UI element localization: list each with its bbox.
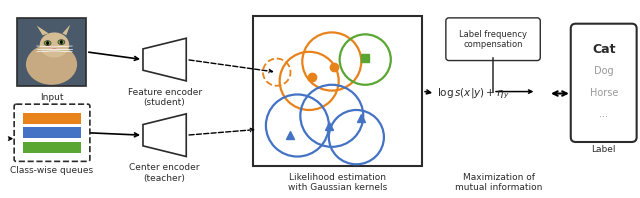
Ellipse shape <box>26 44 77 85</box>
FancyBboxPatch shape <box>571 24 637 142</box>
Text: Feature encoder
(student): Feature encoder (student) <box>127 88 202 107</box>
Text: Likelihood estimation
with Gaussian kernels: Likelihood estimation with Gaussian kern… <box>288 173 387 192</box>
Bar <box>23 142 81 153</box>
Bar <box>23 113 81 124</box>
Text: $\log s(x|y) + \eta_y$: $\log s(x|y) + \eta_y$ <box>437 86 509 101</box>
Ellipse shape <box>40 32 69 58</box>
Text: Label frequency
compensation: Label frequency compensation <box>459 30 527 49</box>
FancyBboxPatch shape <box>14 104 90 161</box>
Text: Horse: Horse <box>589 88 618 98</box>
Text: Label: Label <box>591 145 616 154</box>
Ellipse shape <box>44 41 51 46</box>
Text: Class-wise queues: Class-wise queues <box>10 166 93 175</box>
Text: ...: ... <box>599 109 608 119</box>
Text: Dog: Dog <box>594 66 614 76</box>
Bar <box>17 18 86 86</box>
FancyBboxPatch shape <box>446 18 540 61</box>
Polygon shape <box>36 26 49 35</box>
Ellipse shape <box>46 41 49 45</box>
Text: Input: Input <box>40 92 63 102</box>
Bar <box>253 16 422 166</box>
Ellipse shape <box>52 48 56 50</box>
Polygon shape <box>45 42 52 48</box>
Ellipse shape <box>60 40 63 44</box>
Polygon shape <box>62 25 70 35</box>
Bar <box>23 128 81 138</box>
Text: Center encoder
(teacher): Center encoder (teacher) <box>129 163 200 183</box>
Ellipse shape <box>58 40 65 45</box>
Text: Cat: Cat <box>592 43 616 56</box>
Polygon shape <box>143 114 186 157</box>
Text: Maximization of
mutual information: Maximization of mutual information <box>455 173 543 192</box>
Polygon shape <box>143 38 186 81</box>
